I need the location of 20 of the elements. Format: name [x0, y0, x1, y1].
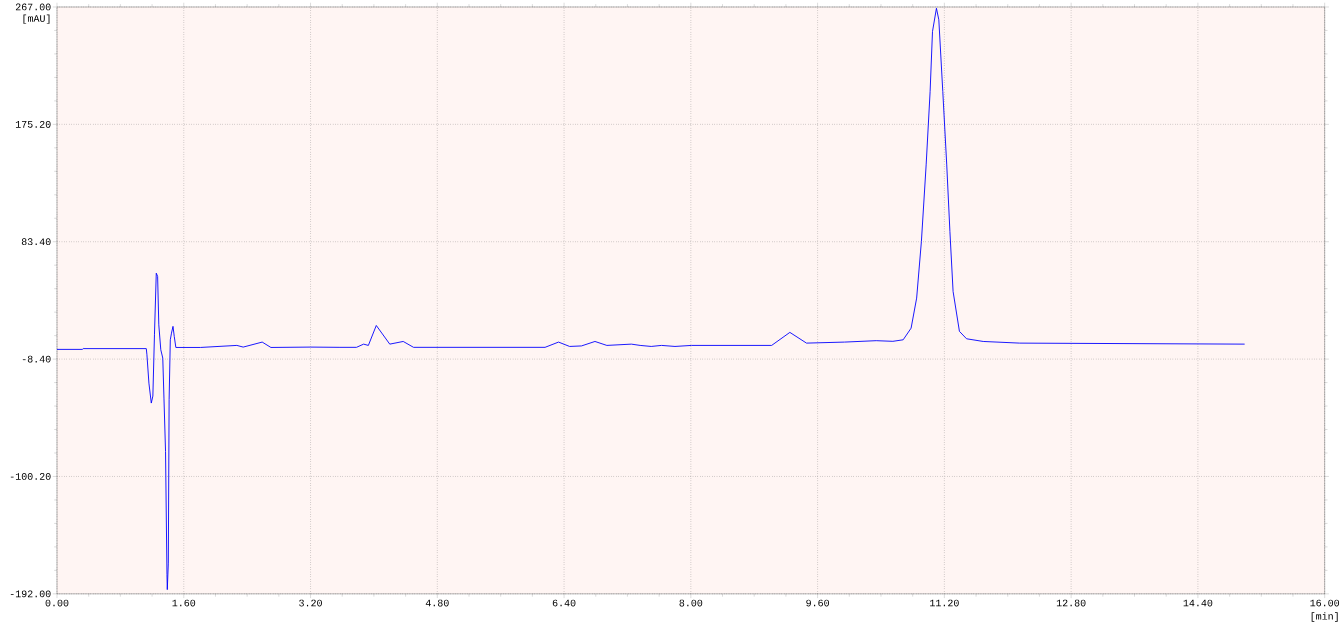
x-tick-label: 16.00 [1310, 599, 1340, 607]
y-tick-label: 175.20 [15, 121, 51, 128]
y-tick-label: 83.40 [21, 238, 51, 246]
x-axis-title: [min] [1311, 612, 1338, 622]
y-tick-label: -100.20 [10, 473, 51, 480]
x-tick-label: 11.20 [930, 599, 959, 607]
x-tick-label: 6.40 [552, 599, 576, 607]
x-tick-label: 9.60 [806, 599, 829, 607]
x-tick-label: 0.00 [45, 599, 69, 607]
x-tick-label: 4.80 [425, 599, 449, 607]
x-tick-label: 12.80 [1056, 599, 1086, 607]
x-tick-label: 3.20 [299, 599, 322, 607]
x-tick-label: 14.40 [1183, 599, 1213, 607]
y-axis-title: [mAU] [23, 14, 50, 24]
y-tick-label: -8.40 [22, 355, 51, 363]
y-tick-label: -192.00 [10, 590, 51, 598]
line-series [56, 7, 1246, 591]
x-tick-label: 1.60 [172, 599, 196, 607]
y-tick-label: 267.00 [15, 3, 51, 11]
x-tick-label: 8.00 [679, 599, 703, 607]
